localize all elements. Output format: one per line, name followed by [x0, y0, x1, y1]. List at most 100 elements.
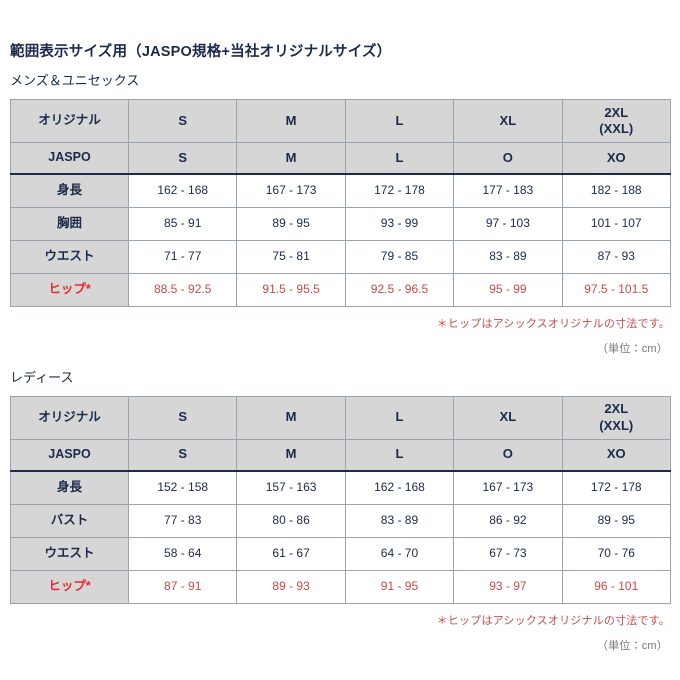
measurement-cell: 157 - 163	[236, 470, 346, 505]
header-cell-jaspo-o: O	[453, 438, 563, 472]
measurement-cell: 79 - 85	[344, 239, 455, 274]
measurement-cell: 61 - 67	[236, 536, 346, 571]
measurement-cell: 162 - 168	[127, 173, 238, 208]
measurement-cell: 58 - 64	[127, 536, 238, 571]
header-cell-jaspo-m: M	[236, 141, 346, 175]
row-label: バスト	[10, 503, 129, 538]
section-label-ladies: レディース	[10, 369, 74, 385]
header-cell-original-2xl: 2XL (XXL)	[561, 395, 671, 440]
page-title: 範囲表示サイズ用（JASPO規格+当社オリジナルサイズ）	[10, 44, 392, 60]
measurement-cell: 172 - 178	[561, 470, 671, 505]
measurement-cell: 86 - 92	[453, 503, 563, 538]
measurement-cell: 88.5 - 92.5	[127, 272, 238, 307]
table-row: 身長 152 - 158 157 - 163 162 - 168 167 - 1…	[10, 470, 671, 505]
measurement-cell: 92.5 - 96.5	[344, 272, 455, 307]
header-cell-jaspo-l: L	[344, 438, 455, 472]
header-cell-original-xl: XL	[453, 98, 563, 143]
row-label-hip: ヒップ*	[10, 272, 129, 307]
header-cell-original-l: L	[344, 395, 455, 440]
header-cell-jaspo-xo: XO	[561, 438, 671, 472]
header-row-jaspo: JASPO S M L O XO	[10, 141, 671, 175]
measurement-cell: 162 - 168	[344, 470, 455, 505]
row-label: 胸囲	[10, 206, 129, 241]
header-cell-jaspo-xo: XO	[561, 141, 671, 175]
size-main: M	[285, 409, 297, 425]
measurement-cell: 177 - 183	[453, 173, 563, 208]
row-label: ウエスト	[10, 536, 129, 571]
measurement-cell: 101 - 107	[561, 206, 671, 241]
section-divider	[10, 356, 670, 370]
measurement-cell: 96 - 101	[561, 569, 671, 604]
header-label-original: オリジナル	[10, 98, 129, 143]
measurement-cell: 87 - 93	[561, 239, 671, 274]
table-row-hip: ヒップ* 88.5 - 92.5 91.5 - 95.5 92.5 - 96.5…	[10, 272, 671, 307]
measurement-cell: 67 - 73	[453, 536, 563, 571]
size-table-mens: オリジナル S M L XL 2XL (XXL) JAS	[10, 98, 671, 307]
size-table-mens-body: オリジナル S M L XL 2XL (XXL) JAS	[10, 98, 671, 307]
measurement-cell: 182 - 188	[561, 173, 671, 208]
size-main: 2XL	[604, 104, 629, 120]
row-label: 身長	[10, 470, 129, 505]
size-main: S	[178, 409, 188, 425]
footnote-hip-ladies: ＊ヒップはアシックスオリジナルの寸法です。	[436, 614, 670, 627]
header-cell-jaspo-s: S	[127, 141, 238, 175]
measurement-cell: 85 - 91	[127, 206, 238, 241]
row-label: ウエスト	[10, 239, 129, 274]
table-row-hip: ヒップ* 87 - 91 89 - 93 91 - 95 93 - 97 96 …	[10, 569, 671, 604]
footnote-hip-mens: ＊ヒップはアシックスオリジナルの寸法です。	[436, 317, 670, 330]
footnote-unit-mens: （単位：cm）	[596, 342, 668, 355]
header-cell-jaspo-s: S	[127, 438, 238, 472]
measurement-cell: 97 - 103	[453, 206, 563, 241]
table-row: 身長 162 - 168 167 - 173 172 - 178 177 - 1…	[10, 173, 671, 208]
size-main: S	[178, 112, 188, 128]
size-main: L	[395, 409, 404, 425]
measurement-cell: 152 - 158	[127, 470, 238, 505]
measurement-cell: 97.5 - 101.5	[561, 272, 671, 307]
table-row: ウエスト 71 - 77 75 - 81 79 - 85 83 - 89 87 …	[10, 239, 671, 274]
header-cell-original-s: S	[127, 395, 238, 440]
header-label-jaspo: JASPO	[10, 141, 129, 175]
measurement-cell: 64 - 70	[344, 536, 455, 571]
measurement-cell: 167 - 173	[236, 173, 346, 208]
size-alt: (XXL)	[599, 120, 634, 136]
measurement-cell: 93 - 99	[344, 206, 455, 241]
header-cell-original-s: S	[127, 98, 238, 143]
size-alt: (XXL)	[599, 417, 634, 433]
footnote-unit-ladies: （単位：cm）	[596, 639, 668, 652]
header-row-jaspo: JASPO S M L O XO	[10, 438, 671, 472]
measurement-cell: 95 - 99	[453, 272, 563, 307]
table-row: ウエスト 58 - 64 61 - 67 64 - 70 67 - 73 70 …	[10, 536, 671, 571]
header-cell-jaspo-l: L	[344, 141, 455, 175]
header-cell-jaspo-m: M	[236, 438, 346, 472]
measurement-cell: 83 - 89	[344, 503, 455, 538]
measurement-cell: 83 - 89	[453, 239, 563, 274]
table-row: バスト 77 - 83 80 - 86 83 - 89 86 - 92 89 -…	[10, 503, 671, 538]
measurement-cell: 89 - 95	[236, 206, 346, 241]
measurement-cell: 172 - 178	[344, 173, 455, 208]
measurement-cell: 71 - 77	[127, 239, 238, 274]
header-cell-original-m: M	[236, 395, 346, 440]
size-main: L	[395, 112, 404, 128]
measurement-cell: 87 - 91	[127, 569, 238, 604]
size-main: 2XL	[604, 401, 629, 417]
measurement-cell: 167 - 173	[453, 470, 563, 505]
header-row-original: オリジナル S M L XL 2XL (XXL)	[10, 98, 671, 143]
header-label-jaspo: JASPO	[10, 438, 129, 472]
size-table-ladies-body: オリジナル S M L XL 2XL (XXL) JAS	[10, 395, 671, 604]
header-cell-jaspo-o: O	[453, 141, 563, 175]
header-cell-original-2xl: 2XL (XXL)	[561, 98, 671, 143]
measurement-cell: 93 - 97	[453, 569, 563, 604]
measurement-cell: 75 - 81	[236, 239, 346, 274]
measurement-cell: 89 - 95	[561, 503, 671, 538]
header-cell-original-m: M	[236, 98, 346, 143]
table-row: 胸囲 85 - 91 89 - 95 93 - 99 97 - 103 101 …	[10, 206, 671, 241]
header-cell-original-xl: XL	[453, 395, 563, 440]
measurement-cell: 77 - 83	[127, 503, 238, 538]
header-cell-original-l: L	[344, 98, 455, 143]
measurement-cell: 91.5 - 95.5	[236, 272, 346, 307]
measurement-cell: 70 - 76	[561, 536, 671, 571]
row-label: 身長	[10, 173, 129, 208]
size-main: XL	[499, 409, 517, 425]
measurement-cell: 91 - 95	[344, 569, 455, 604]
